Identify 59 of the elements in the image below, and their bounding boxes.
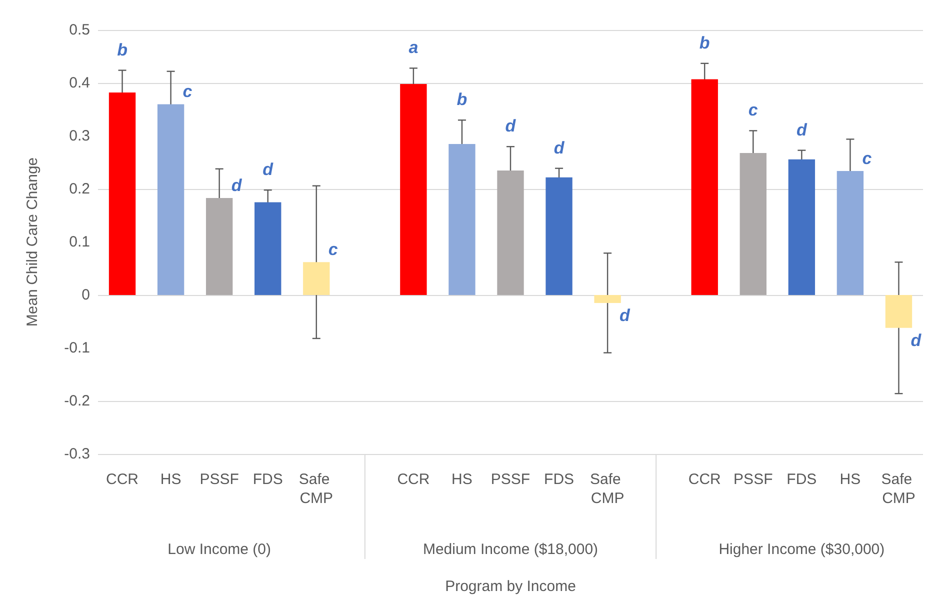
x-tick-label: CCR xyxy=(397,471,430,488)
bar xyxy=(303,262,330,295)
x-axis-title: Program by Income xyxy=(445,578,576,595)
data-label: c xyxy=(748,100,758,120)
bar xyxy=(206,198,233,295)
x-tick-label: FDS xyxy=(252,471,283,488)
bar xyxy=(254,202,282,295)
y-tick-label: 0.3 xyxy=(69,128,90,144)
x-tick-label: HS xyxy=(452,471,472,488)
data-label: d xyxy=(796,120,808,140)
text: Low Income (0) xyxy=(168,541,272,558)
data-label: a xyxy=(408,38,418,58)
y-tick-label: 0.2 xyxy=(69,180,90,198)
bar xyxy=(788,159,816,295)
x-tick-label: HS xyxy=(160,471,182,488)
bar xyxy=(546,177,572,295)
x-tick-label: Safe CMP xyxy=(298,471,334,507)
x-tick-label: FDS xyxy=(786,471,817,488)
y-tick-label: -0.2 xyxy=(64,392,90,410)
data-label: d xyxy=(554,138,565,158)
bar xyxy=(108,92,136,295)
data-label: d xyxy=(262,160,274,180)
x-tick-label: CCR xyxy=(688,471,722,488)
x-tick-label: PSSF xyxy=(200,471,239,488)
x-tick-label: FDS xyxy=(544,471,574,488)
data-label: c xyxy=(328,240,338,260)
y-tick-label: 0 xyxy=(82,286,90,304)
x-tick-label: Safe CMP xyxy=(881,471,916,507)
bar xyxy=(691,79,718,295)
x-tick-label: Safe CMP xyxy=(590,471,626,507)
x-tick-label: PSSF xyxy=(734,471,773,488)
bar xyxy=(885,295,912,328)
x-tick-label: PSSF xyxy=(490,471,530,488)
y-tick-label: 0.1 xyxy=(69,234,90,250)
data-label: b xyxy=(699,33,710,52)
bar xyxy=(157,104,184,295)
text: Medium Income ($18,000) xyxy=(422,541,598,558)
data-label: d xyxy=(620,306,631,325)
data-label: c xyxy=(862,148,872,168)
x-tick-label: HS xyxy=(840,471,861,488)
bar xyxy=(497,170,524,295)
data-label: d xyxy=(910,330,922,350)
text: Higher Income ($30,000) xyxy=(718,541,885,558)
y-tick-label: -0.1 xyxy=(64,340,90,356)
y-tick-label: -0.3 xyxy=(64,446,90,462)
x-tick-label: CCR xyxy=(106,471,139,488)
data-label: c xyxy=(182,82,193,102)
data-label: b xyxy=(117,40,128,60)
bar xyxy=(400,84,427,295)
y-tick-label: 0.4 xyxy=(69,74,90,92)
data-label: d xyxy=(505,116,516,136)
bar xyxy=(594,295,621,303)
data-label: d xyxy=(231,176,242,196)
bar xyxy=(836,170,864,295)
y-axis-title: Mean Child Care Change xyxy=(24,157,41,327)
bar xyxy=(448,144,476,295)
bar xyxy=(740,152,766,295)
data-label: b xyxy=(456,90,468,110)
y-tick-label: 0.5 xyxy=(69,22,90,38)
